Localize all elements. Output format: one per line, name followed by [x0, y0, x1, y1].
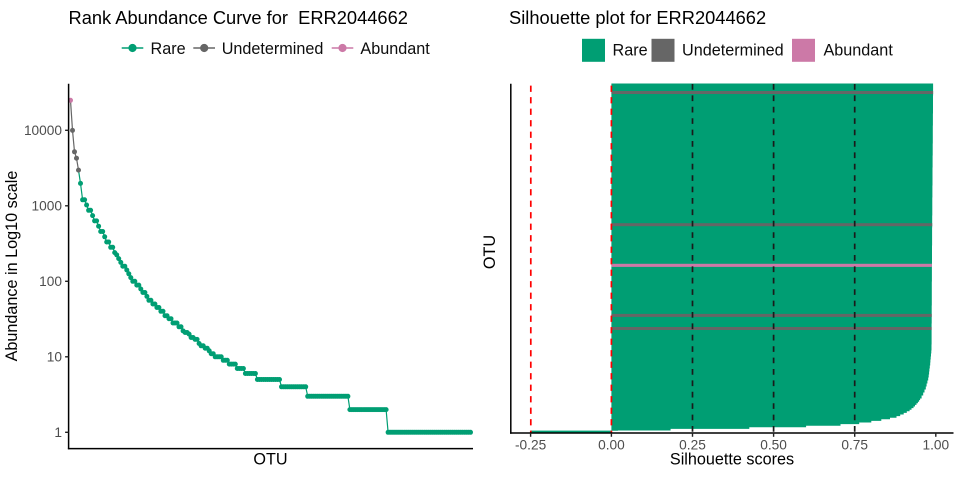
- svg-text:Silhouette plot for ERR2044662: Silhouette plot for ERR2044662: [509, 7, 766, 28]
- svg-text:Abundant: Abundant: [824, 42, 894, 60]
- svg-text:0.75: 0.75: [841, 438, 868, 453]
- svg-text:10: 10: [47, 349, 63, 364]
- svg-text:Silhouette scores: Silhouette scores: [670, 451, 794, 469]
- svg-text:Rare: Rare: [613, 42, 648, 60]
- svg-text:10000: 10000: [24, 123, 62, 138]
- svg-text:Undetermined: Undetermined: [222, 40, 324, 58]
- svg-text:0.25: 0.25: [679, 438, 706, 453]
- svg-text:Rank Abundance Curve for ERR2: Rank Abundance Curve for ERR2044662: [69, 7, 408, 28]
- svg-text:-0.25: -0.25: [515, 438, 547, 453]
- svg-text:100: 100: [39, 274, 62, 289]
- svg-text:1000: 1000: [32, 198, 63, 213]
- svg-text:Abundant: Abundant: [360, 40, 430, 58]
- svg-text:0.00: 0.00: [598, 438, 625, 453]
- svg-text:Undetermined: Undetermined: [682, 42, 784, 60]
- svg-text:OTU: OTU: [481, 235, 499, 269]
- svg-text:1.00: 1.00: [922, 438, 949, 453]
- svg-text:0.50: 0.50: [760, 438, 787, 453]
- svg-text:OTU: OTU: [253, 451, 287, 469]
- svg-text:Rare: Rare: [151, 40, 186, 58]
- svg-text:Abundance in Log10 scale: Abundance in Log10 scale: [3, 171, 21, 362]
- svg-text:1: 1: [54, 425, 62, 440]
